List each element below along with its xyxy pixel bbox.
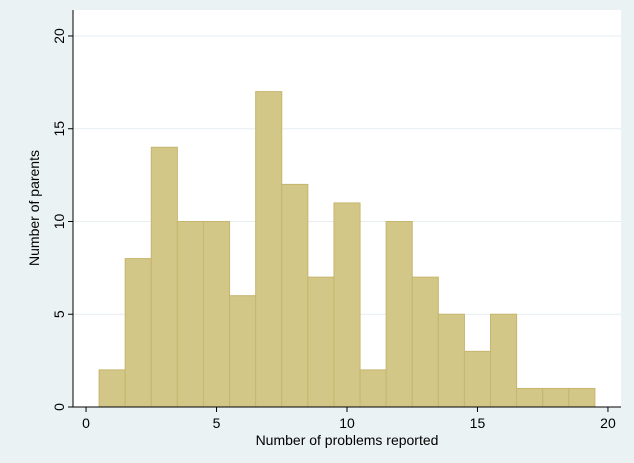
histogram-bar — [334, 203, 360, 407]
histogram-bar — [151, 147, 177, 407]
histogram-bar — [308, 277, 334, 407]
histogram-bar — [256, 92, 282, 407]
histogram-bar — [464, 351, 490, 407]
histogram-bar — [282, 184, 308, 407]
histogram-bar — [438, 314, 464, 407]
histogram-bar — [569, 388, 595, 407]
x-tick-label: 10 — [339, 415, 355, 431]
histogram-bar — [543, 388, 569, 407]
x-ticks: 0 5 10 15 20 — [82, 407, 616, 431]
x-tick-label: 5 — [213, 415, 221, 431]
histogram-bar — [360, 370, 386, 407]
histogram-bar — [412, 277, 438, 407]
x-tick-label: 20 — [600, 415, 616, 431]
histogram-bar — [230, 296, 256, 407]
histogram-bar — [125, 259, 151, 407]
histogram-bar — [99, 370, 125, 407]
y-ticks: 0 5 10 15 20 — [51, 28, 73, 411]
histogram-bar — [203, 221, 229, 407]
x-axis-label: Number of problems reported — [256, 432, 439, 448]
histogram-bar — [517, 388, 543, 407]
y-tick-label: 15 — [51, 121, 67, 137]
y-tick-label: 0 — [51, 403, 67, 411]
x-tick-label: 15 — [470, 415, 486, 431]
y-tick-label: 10 — [51, 213, 67, 229]
histogram-bar — [177, 221, 203, 407]
histogram-bar — [386, 221, 412, 407]
x-tick-label: 0 — [82, 415, 90, 431]
histogram-bar — [491, 314, 517, 407]
y-tick-label: 20 — [51, 28, 67, 44]
y-tick-label: 5 — [51, 310, 67, 318]
y-axis-label: Number of parents — [26, 150, 42, 266]
